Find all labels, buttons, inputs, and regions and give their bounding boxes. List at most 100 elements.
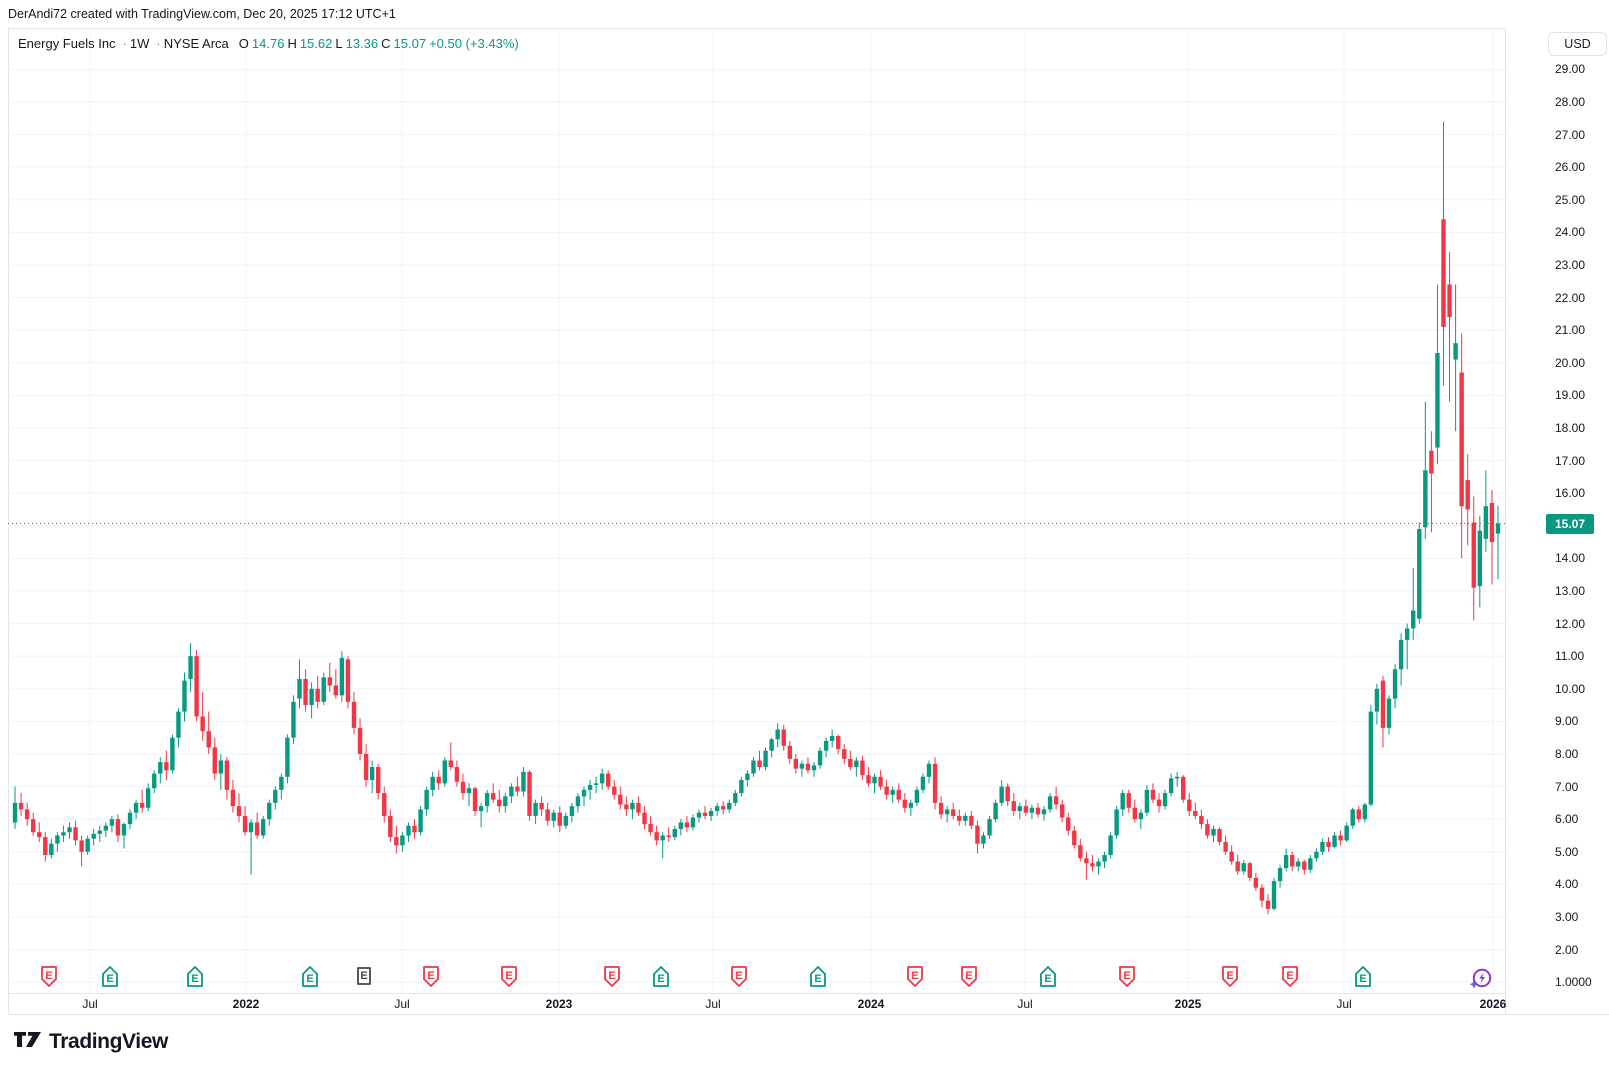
candle-body [654, 832, 659, 841]
candle-body [1429, 450, 1434, 474]
candle-body [805, 763, 811, 771]
candle-body [1078, 845, 1083, 859]
candle-body [1271, 881, 1277, 909]
upcoming-event-icon[interactable] [1469, 965, 1492, 991]
earnings-icon[interactable]: E [101, 965, 123, 991]
candle-body [430, 776, 435, 790]
svg-text:E: E [736, 970, 743, 982]
price-axis-label: 20.00 [1555, 355, 1586, 370]
candle-body [1459, 372, 1464, 507]
earnings-icon[interactable]: E [422, 965, 444, 991]
candle-body [696, 812, 702, 818]
candle-body [133, 802, 139, 813]
candle-body [1187, 799, 1192, 812]
earnings-icon[interactable]: E [1354, 965, 1376, 991]
candle-body [757, 760, 762, 768]
currency-button[interactable]: USD [1548, 32, 1607, 56]
symbol-name[interactable]: Energy Fuels Inc [18, 36, 116, 51]
earnings-icon[interactable]: E [652, 965, 674, 991]
price-axis-label: 16.00 [1555, 486, 1586, 501]
candle-body [920, 776, 926, 790]
high-label: H [287, 36, 297, 51]
price-axis-border[interactable] [1505, 28, 1506, 1014]
candle-body [1477, 530, 1483, 587]
candle-body [497, 799, 502, 807]
candle-body [1120, 793, 1125, 810]
candle-body [1029, 807, 1035, 813]
candle-body [1411, 610, 1416, 629]
candle-body [1174, 776, 1180, 779]
candle-body [55, 835, 60, 844]
candle-body [951, 809, 956, 816]
candle-body [799, 763, 805, 769]
candle-body [533, 802, 538, 816]
candle-body [1259, 887, 1265, 901]
price-axis-label: 7.00 [1555, 779, 1579, 794]
candle-body [1211, 828, 1216, 836]
legend-separator: · [156, 36, 161, 51]
candle-body [315, 688, 320, 702]
candle-body [587, 784, 593, 790]
earnings-icon[interactable]: E [301, 965, 323, 991]
earnings-icon[interactable]: E [809, 965, 831, 991]
candle-body [1483, 506, 1489, 539]
symbol-legend[interactable]: Energy Fuels Inc · 1W · NYSE Arca O 14.76 H 15.6… [18, 36, 522, 51]
svg-text:E: E [106, 973, 113, 985]
candle-body [1404, 628, 1410, 640]
interval-label[interactable]: 1W [129, 36, 150, 51]
candle-body [618, 794, 623, 805]
time-axis-border[interactable] [8, 993, 1505, 994]
candle-body [593, 783, 599, 785]
candle-body [1417, 529, 1422, 619]
candle-body [303, 679, 308, 706]
candle-body [642, 812, 647, 825]
close-value: 15.07 [393, 36, 427, 51]
svg-text:E: E [46, 970, 53, 982]
candle-body [145, 788, 151, 808]
earnings-icon[interactable]: E [1118, 965, 1140, 991]
candle-body [714, 806, 720, 812]
candle-body [1362, 804, 1368, 820]
candlestick-chart-canvas[interactable] [8, 28, 1505, 993]
candle-body [109, 819, 115, 826]
svg-text:E: E [814, 973, 821, 985]
candle-body [902, 799, 907, 808]
pane-left-border [8, 28, 9, 1014]
candle-body [1283, 855, 1289, 869]
tradingview-logo-icon [14, 1032, 41, 1047]
candle-body [1350, 809, 1355, 826]
earnings-icon[interactable]: E [1039, 965, 1061, 991]
open-value: 14.76 [251, 36, 285, 51]
candle-body [1138, 812, 1144, 820]
time-axis-label: 2022 [232, 997, 260, 1011]
last-price-badge[interactable]: 15.07 [1546, 513, 1594, 534]
candle-body [993, 802, 998, 820]
candle-body [1441, 219, 1446, 327]
earnings-icon[interactable]: E [960, 965, 982, 991]
candle-body [321, 677, 326, 702]
price-axis-label: 21.00 [1555, 323, 1586, 338]
earnings-icon[interactable]: E [500, 965, 522, 991]
earnings-icon[interactable]: E [603, 965, 625, 991]
earnings-icon[interactable]: E [1221, 965, 1243, 991]
candle-body [1108, 835, 1113, 856]
candle-body [666, 835, 671, 838]
candle-body [115, 819, 121, 836]
candle-body [248, 822, 254, 833]
candle-body [1011, 801, 1016, 812]
earnings-icon[interactable]: E [730, 965, 752, 991]
candle-body [896, 789, 901, 800]
close-label: C [381, 36, 391, 51]
earnings-icon[interactable]: E [355, 965, 377, 991]
time-axis-label: Jul [1017, 997, 1033, 1011]
lightning-bolt-icon [1479, 972, 1486, 984]
earnings-icon[interactable]: E [1281, 965, 1303, 991]
price-axis-label: 9.00 [1555, 714, 1579, 729]
earnings-icon[interactable]: E [40, 965, 62, 991]
tradingview-logo[interactable]: TradingView [14, 1030, 168, 1054]
earnings-icon[interactable]: E [186, 965, 208, 991]
svg-text:E: E [966, 970, 973, 982]
candle-body [878, 776, 883, 787]
earnings-icon[interactable]: E [906, 965, 928, 991]
candle-body [327, 677, 332, 686]
